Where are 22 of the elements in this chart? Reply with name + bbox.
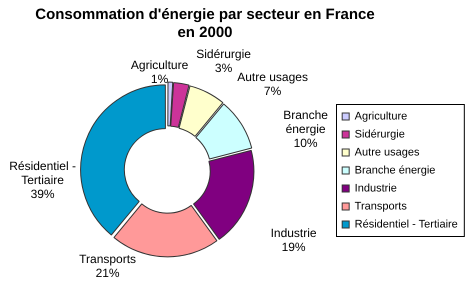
- slice-label: Agriculture: [130, 58, 189, 72]
- legend-label: Sidérurgie: [354, 128, 405, 141]
- slice-label: Sidérurgie: [196, 46, 252, 61]
- legend-label: Industrie: [354, 182, 397, 195]
- slice-label: Branche énergie: [283, 108, 328, 136]
- legend-label: Branche énergie: [354, 164, 436, 177]
- slice-label: Résidentiel - Tertiaire: [9, 158, 76, 187]
- data-label: 19%: [282, 240, 306, 254]
- legend-label: Résidentiel - Tertiaire: [354, 218, 458, 231]
- slice-label: Industrie: [270, 226, 317, 240]
- legend-label: Agriculture: [354, 110, 408, 123]
- data-label: 7%: [264, 84, 282, 98]
- data-label: 39%: [30, 186, 55, 201]
- chart-title: Consommation d'énergie par secteur en France en 2000: [34, 6, 376, 42]
- slice-label: Autre usages: [237, 70, 308, 84]
- data-label: 3%: [214, 60, 233, 75]
- data-label: 21%: [96, 266, 120, 280]
- slice-label: Transports: [79, 252, 136, 266]
- legend-label: Autre usages: [354, 146, 420, 159]
- data-label: 10%: [294, 136, 318, 150]
- legend-label: Transports: [354, 200, 408, 213]
- data-label: 1%: [150, 72, 169, 86]
